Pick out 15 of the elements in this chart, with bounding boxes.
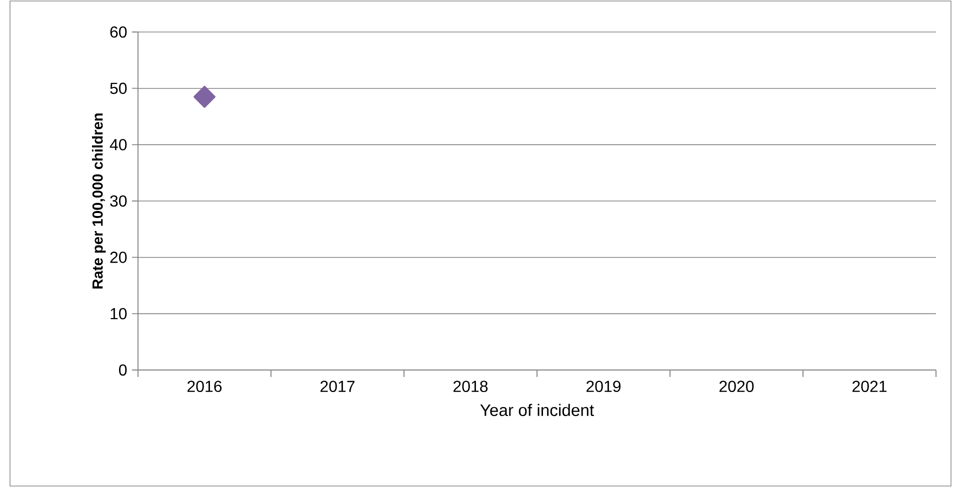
x-tick-label: 2021	[852, 380, 887, 392]
y-tick-label: 20	[110, 252, 127, 263]
x-tick-label: 2018	[454, 380, 488, 392]
x-tick-label: 2016	[188, 380, 222, 392]
y-axis-title: Rate per 100,000 children	[92, 113, 106, 288]
x-tick-label: 2020	[720, 380, 754, 392]
y-tick-label: 0	[119, 364, 127, 376]
x-axis-title: Year of incident	[480, 404, 594, 416]
y-tick-label: 40	[110, 139, 127, 150]
y-tick-label: 30	[110, 195, 127, 207]
y-tick-label: 50	[110, 82, 127, 94]
y-tick-label: 60	[110, 26, 127, 38]
x-tick-label: 2019	[586, 380, 621, 392]
x-tick-label: 2017	[320, 380, 354, 392]
y-tick-label: 10	[110, 308, 127, 320]
